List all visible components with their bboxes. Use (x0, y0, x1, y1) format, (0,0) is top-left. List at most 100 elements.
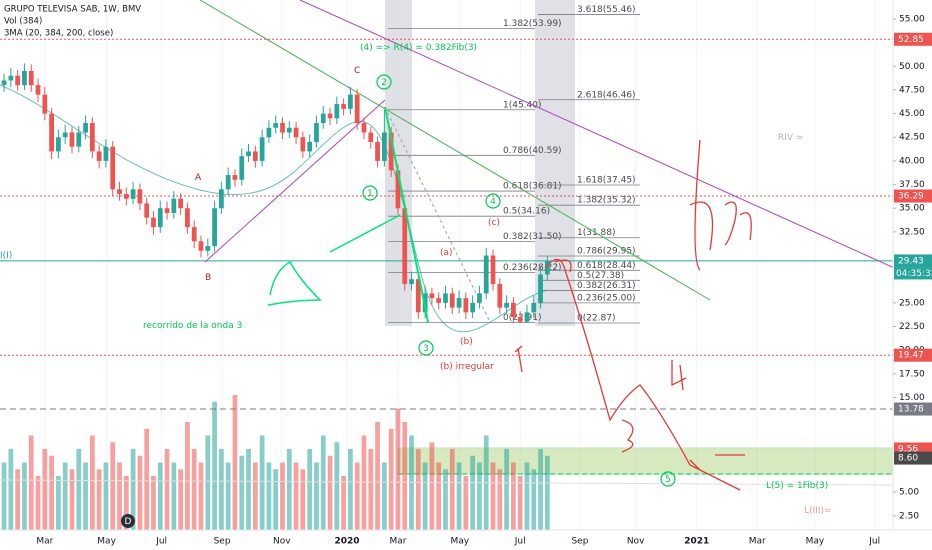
wave-circle (376, 74, 392, 90)
candle-body (103, 146, 109, 161)
volume-bar (286, 449, 292, 530)
fib-label: 1(45.40) (503, 100, 542, 110)
annotation: 1 (367, 189, 373, 199)
price-tag-label: 29.43 (898, 256, 924, 266)
annotation: I(I) (0, 251, 12, 261)
x-tick-label: May (97, 537, 116, 547)
ma-legend: 3MA (20, 384, 200, close) (4, 29, 113, 39)
candle-body (212, 208, 217, 247)
volume-legend: Vol (384) (4, 17, 42, 27)
annotation: 2 (381, 78, 387, 88)
candle-body (375, 141, 380, 161)
volume-bar (341, 476, 346, 530)
volume-bar (69, 469, 75, 530)
volume-bar (130, 449, 136, 530)
annotation: RIV = (778, 133, 803, 143)
volume-bar (252, 462, 258, 530)
volume-bar (191, 449, 197, 530)
volume-bar (62, 462, 68, 530)
candle-body (62, 132, 68, 138)
candle-body (96, 151, 102, 161)
volume-bar (96, 469, 102, 530)
hand-drawing (544, 139, 745, 491)
y-tick-label: 17.50 (899, 369, 925, 379)
volume-bar (388, 428, 394, 530)
chart-title: GRUPO TELEVISA SAB, 1W, BMV (4, 5, 141, 15)
volume-bar (381, 462, 387, 530)
y-tick-label: 47.50 (899, 85, 925, 95)
annotation: C (354, 66, 360, 76)
volume-bar (531, 469, 537, 530)
candle-body (524, 312, 530, 322)
volume-bar (178, 469, 184, 530)
volume-bar (171, 462, 177, 530)
volume-bar (511, 462, 516, 530)
x-tick-label: Sep (571, 537, 588, 547)
candle-body (89, 123, 95, 152)
timer-label: 04:35:32 (896, 269, 932, 279)
price-tag (894, 254, 932, 268)
price-tag (894, 402, 932, 416)
candle-body (368, 132, 374, 142)
candle-body (144, 203, 150, 218)
candle-body (232, 175, 238, 180)
candle-body (327, 113, 333, 119)
y-tick-label: 42.50 (899, 133, 925, 143)
candle-body (198, 241, 204, 251)
candle-body (483, 255, 489, 294)
fib-label: 0.786(29.95) (577, 247, 636, 257)
candle-body (314, 123, 319, 142)
candle-body (320, 113, 326, 124)
x-tick-label: Sep (214, 537, 231, 547)
hand-drawing (514, 201, 752, 453)
volume-bar (137, 455, 143, 530)
wave-line (384, 106, 491, 323)
volume-bar (307, 449, 313, 530)
annotation: 4 (490, 197, 496, 207)
y-tick-label: 2.50 (899, 511, 919, 521)
volume-bar (470, 455, 476, 530)
fib-label: 0.618(28.44) (577, 261, 636, 271)
price-tags: 52.85 36.29 29.43 04:35:32 19.47 13.78 9.568.6… (894, 32, 932, 465)
price-tag-label: 13.78 (898, 405, 924, 415)
volume-bar (110, 442, 116, 530)
x-tick-label: May (450, 537, 469, 547)
candle-body (470, 302, 476, 313)
hand-drawing (267, 214, 401, 306)
volume-bar (28, 435, 34, 530)
fib-label: 0.5(34.16) (503, 207, 550, 217)
moving-average (0, 84, 549, 333)
price-tag-label: 9.56 (898, 444, 918, 454)
price-tag-label: 19.47 (898, 351, 924, 361)
candle-body (429, 293, 435, 299)
fib-label: 0.382(31.50) (503, 232, 562, 242)
volume-bar (185, 422, 190, 530)
timer-tag (894, 267, 932, 280)
volume-bar (42, 449, 48, 530)
y-tick-label: 45.00 (899, 109, 925, 119)
candle-body (76, 132, 82, 147)
grid (44, 0, 876, 530)
fib-label: 1.618(37.45) (577, 176, 636, 186)
volume-bar (225, 462, 231, 530)
price-tag-label: 52.85 (898, 35, 924, 45)
candle-body (252, 151, 258, 161)
volume-bar (198, 462, 204, 530)
candle-body (35, 85, 41, 95)
candle-body (185, 208, 190, 228)
volume-bar (123, 476, 129, 530)
candle-body (164, 208, 170, 213)
volume-bar (463, 476, 469, 530)
volume-bar (273, 469, 279, 530)
volume-bar (117, 462, 122, 530)
candle-body (490, 255, 496, 284)
candle-body (22, 70, 27, 86)
fib-label: 1.382(35.32) (577, 196, 636, 206)
volume-bar (429, 442, 435, 530)
price-tag (894, 348, 932, 362)
fib-label: 0(22.87) (577, 314, 616, 324)
candle-body (49, 113, 54, 152)
volume-bar (314, 462, 319, 530)
